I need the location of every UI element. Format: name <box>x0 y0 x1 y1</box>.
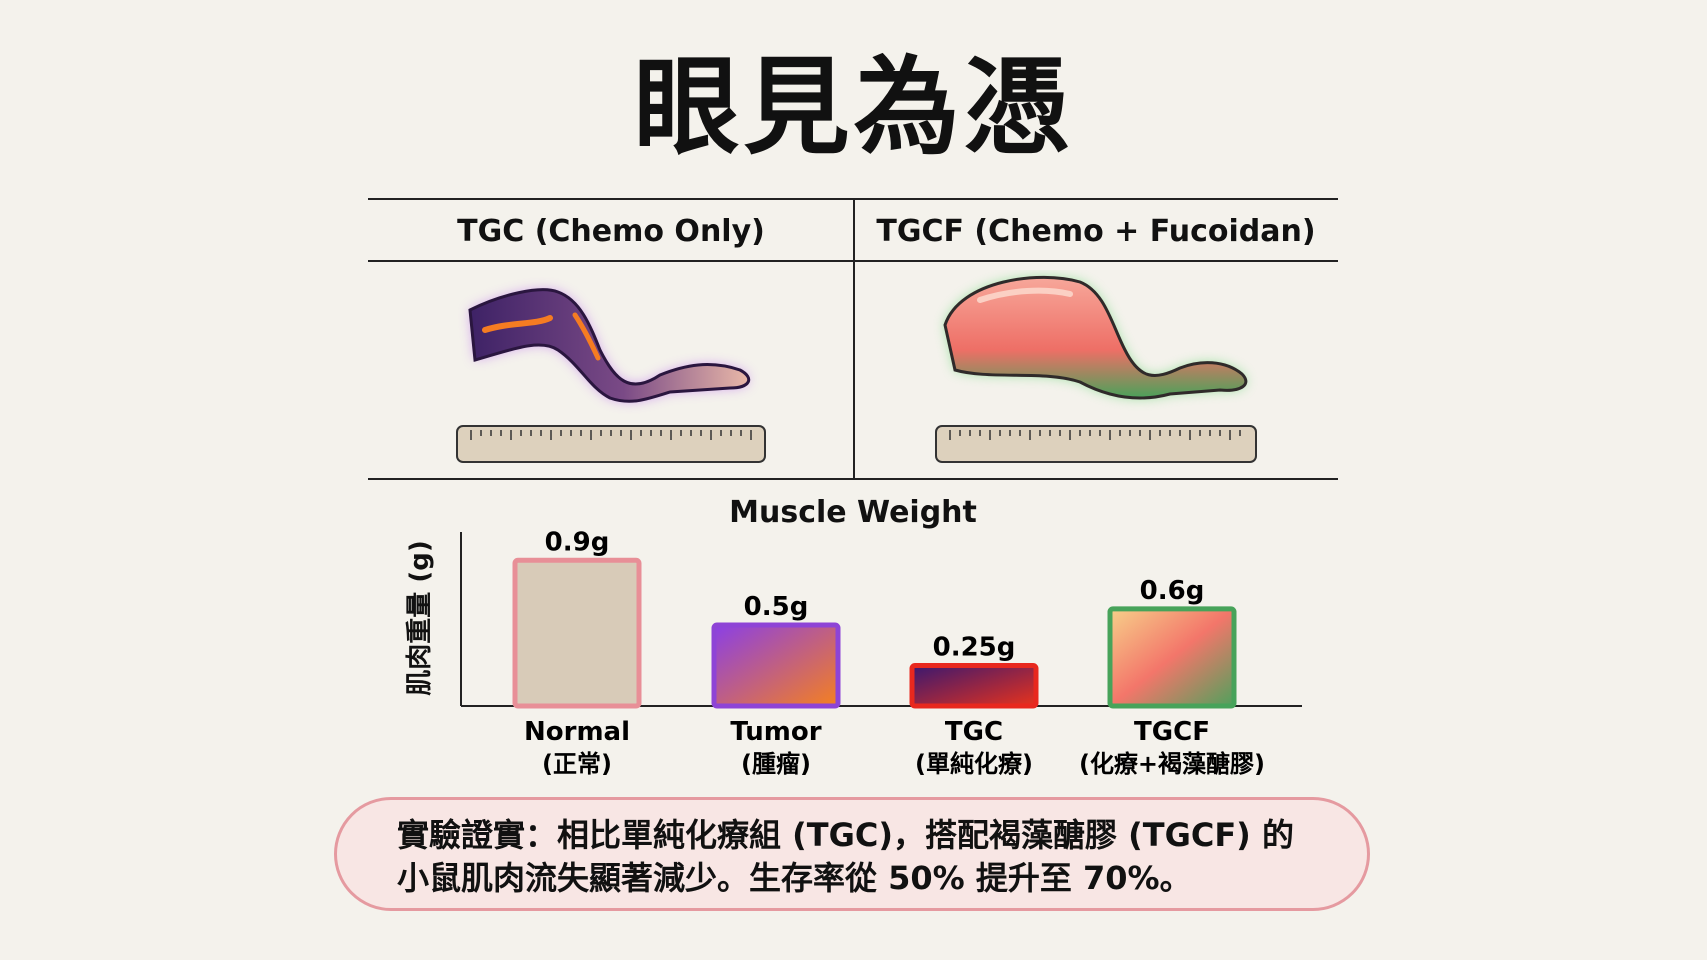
bar-value-label-tgc: 0.25g <box>933 633 1016 663</box>
bar-tgc <box>909 663 1039 709</box>
x-tick-label-tumor: Tumor <box>730 717 821 747</box>
bar-value-label-normal: 0.9g <box>545 527 610 557</box>
panel-label-tgc: TGC (Chemo Only) <box>457 214 765 249</box>
ruler-right <box>935 425 1257 463</box>
x-tick-sublabel-tgc: (單純化療) <box>915 750 1033 778</box>
page-title: 眼見為憑 <box>633 46 1074 169</box>
callout-line-2: 小鼠肌肉流失顯著減少。生存率從 50% 提升至 70%。 <box>397 859 1192 897</box>
x-tick-sublabel-tgcf: (化療+褐藻醣膠) <box>1079 750 1265 778</box>
healthy-leg <box>943 275 1248 400</box>
ruler-ticks-left <box>470 430 752 440</box>
bar-tgcf <box>1107 606 1237 709</box>
ruler-left <box>456 425 766 463</box>
ruler-ticks-right <box>949 430 1241 440</box>
healthy-leg-highlight <box>977 287 1073 303</box>
callout-line-1: 實驗證實：相比單純化療組 (TGC)，搭配褐藻醣膠 (TGCF) 的 <box>397 816 1294 854</box>
x-tick-label-tgcf: TGCF <box>1134 717 1210 747</box>
x-tick-label-normal: Normal <box>524 717 630 747</box>
atrophied-leg <box>468 288 751 403</box>
table-divider <box>853 198 855 480</box>
bar-group: 0.9g Normal (正常) 0.5g Tumor (腫瘤) 0.25g TGC (單純化療… <box>512 527 1265 778</box>
bar-normal <box>512 557 642 709</box>
bar-value-label-tumor: 0.5g <box>744 592 809 622</box>
panel-label-tgcf: TGCF (Chemo + Fucoidan) <box>876 214 1316 249</box>
healthy-leg-illustration <box>943 275 1248 400</box>
callout-box: 實驗證實：相比單純化療組 (TGC)，搭配褐藻醣膠 (TGCF) 的 小鼠肌肉流… <box>334 797 1370 911</box>
atrophied-leg-illustration <box>468 288 751 403</box>
x-tick-label-tgc: TGC <box>945 717 1003 747</box>
atrophied-leg-lesion <box>482 315 553 333</box>
chart-title: Muscle Weight <box>729 495 977 530</box>
x-tick-sublabel-tumor: (腫瘤) <box>741 750 811 778</box>
atrophied-leg-lesion-2 <box>572 312 601 361</box>
y-axis-label: 肌肉重量 (g) <box>405 540 435 695</box>
bar-tumor <box>711 622 841 709</box>
bar-value-label-tgcf: 0.6g <box>1140 576 1205 606</box>
x-tick-sublabel-normal: (正常) <box>542 750 612 778</box>
